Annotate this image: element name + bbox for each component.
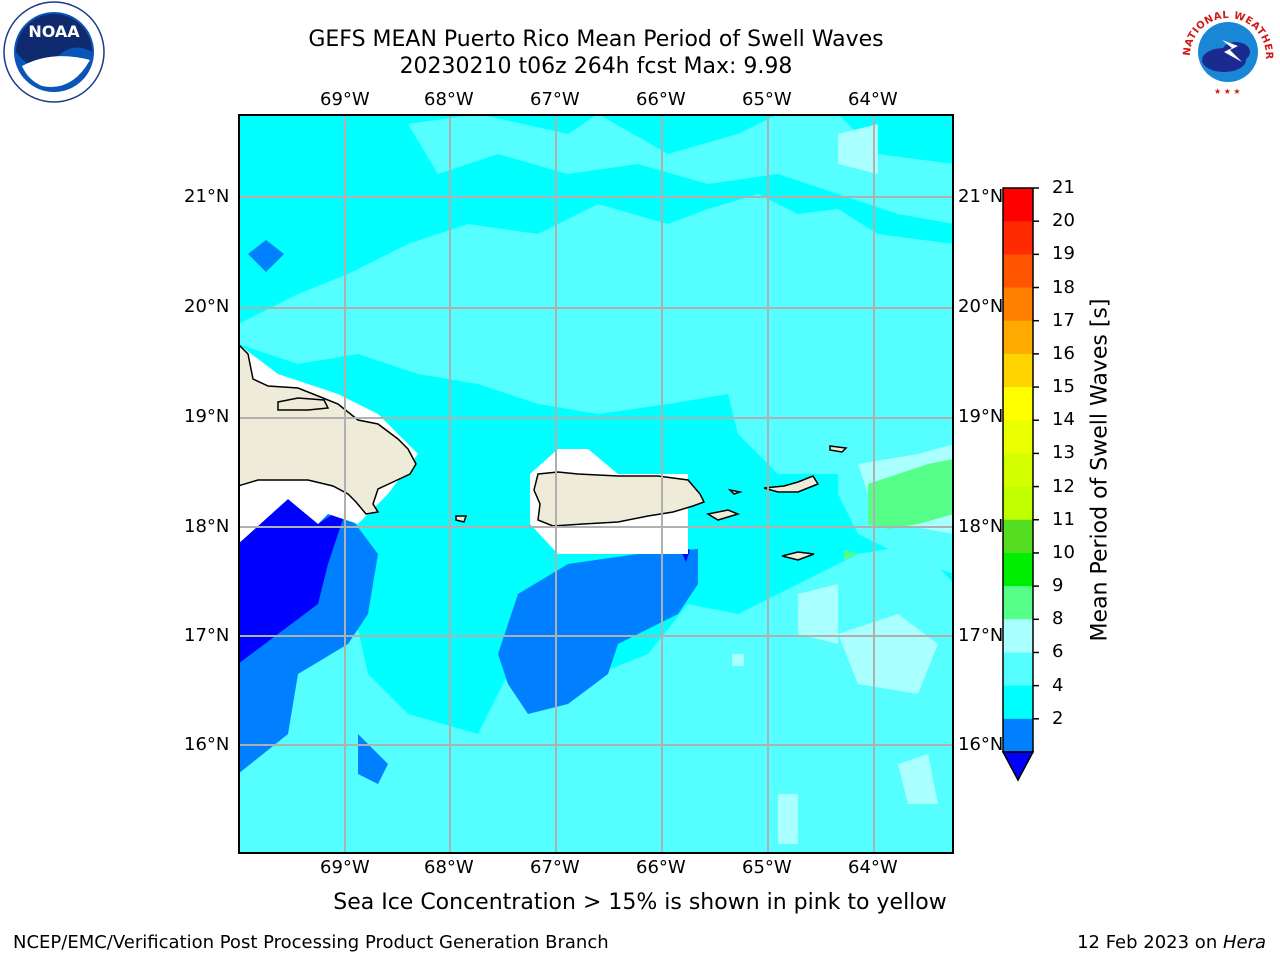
mona-island [455, 515, 468, 523]
colorbar-label: Mean Period of Swell Waves [s] [1087, 298, 1113, 642]
colorbar-tick-label: 2 [1052, 707, 1064, 729]
colorbar-tick-marks [1033, 187, 1039, 720]
swell-contours-6-8 [238, 114, 954, 854]
colorbar-cell [1003, 652, 1033, 687]
colorbar-tick-label: 10 [1052, 541, 1075, 563]
graticule [238, 114, 954, 854]
sea-ice-caption-text: Sea Ice Concentration > 15% is shown in … [333, 890, 947, 915]
lon-label-top: 69°W [320, 89, 370, 110]
colorbar-cell [1003, 718, 1033, 753]
lat-label-right: 18°N [958, 516, 1004, 537]
svg-text:★ ★ ★: ★ ★ ★ [1214, 87, 1241, 96]
colorbar-cell [1003, 353, 1033, 388]
culebra-island [727, 488, 743, 495]
hispaniola-land [238, 342, 417, 515]
lat-label-left: 16°N [184, 734, 230, 755]
sea-ice-caption: Sea Ice Concentration > 15% is shown in … [0, 890, 1280, 915]
colorbar [1001, 187, 1039, 782]
colorbar-tick-label: 12 [1052, 475, 1075, 497]
colorbar-extend-arrow [1001, 751, 1035, 782]
colorbar-cell [1003, 519, 1033, 554]
lon-label-bottom: 64°W [848, 857, 898, 878]
colorbar-tick-label: 11 [1052, 508, 1075, 530]
colorbar-tick-label: 4 [1052, 674, 1064, 696]
colorbar-cell [1003, 619, 1033, 653]
colorbar-cell [1003, 685, 1033, 720]
colorbar-tick-label: 9 [1052, 575, 1064, 597]
lat-label-left: 21°N [184, 186, 230, 207]
map-subtitle: 20230210 t06z 264h fcst Max: 9.98 [399, 54, 793, 79]
virgin-islands [763, 475, 820, 493]
lat-label-left: 17°N [184, 625, 230, 646]
footer-date-text: 12 Feb 2023 on [1077, 932, 1223, 953]
swell-contours-9-10 [844, 459, 954, 560]
colorbar-cell [1003, 221, 1033, 255]
lon-label-top: 64°W [848, 89, 898, 110]
colorbar-cell [1003, 420, 1033, 454]
colorbar-tick-label: 6 [1052, 641, 1064, 663]
colorbar-tick-label: 19 [1052, 243, 1075, 265]
anegada-island [829, 445, 848, 453]
lat-label-left: 19°N [184, 406, 230, 427]
colorbar-tick-label: 18 [1052, 276, 1075, 298]
lat-label-right: 16°N [958, 734, 1004, 755]
noaa-logo-text: NOAA [28, 22, 80, 41]
lon-label-bottom: 67°W [530, 857, 580, 878]
lon-label-bottom: 69°W [320, 857, 370, 878]
colorbar-cell [1003, 320, 1033, 355]
colorbar-tick-label: 21 [1052, 177, 1075, 198]
colorbar-cell [1003, 254, 1033, 289]
nws-logo: NATIONAL WEATHER SERVICE ★ ★ ★ [1176, 0, 1274, 98]
colorbar-tick-label: 15 [1052, 376, 1075, 398]
map-title: GEFS MEAN Puerto Rico Mean Period of Swe… [308, 27, 884, 52]
lon-label-bottom: 65°W [742, 857, 792, 878]
lat-label-left: 18°N [184, 516, 230, 537]
vieques-island [705, 509, 741, 521]
colorbar-cell [1003, 453, 1033, 488]
colorbar-tick-label: 17 [1052, 309, 1075, 331]
lon-label-bottom: 66°W [636, 857, 686, 878]
lon-label-top: 67°W [530, 89, 580, 110]
lat-label-right: 21°N [958, 186, 1004, 207]
colorbar-cell [1003, 486, 1033, 521]
colorbar-cells [1003, 188, 1033, 753]
footer-host: Hera [1222, 932, 1266, 953]
lat-label-right: 17°N [958, 625, 1004, 646]
colorbar-cell [1003, 387, 1033, 421]
colorbar-cell [1003, 586, 1033, 620]
lat-label-right: 20°N [958, 296, 1004, 317]
colorbar-tick-label: 16 [1052, 342, 1075, 364]
lat-label-left: 20°N [184, 296, 230, 317]
colorbar-frame [1002, 187, 1034, 753]
st-croix-island [781, 551, 815, 561]
colorbar-cell [1003, 287, 1033, 322]
map-frame [238, 114, 954, 854]
colorbar-tick-label: 20 [1052, 210, 1075, 232]
noaa-logo: NOAA [3, 1, 105, 103]
tortuga-island [277, 397, 330, 411]
footer-date: 12 Feb 2023 on Hera [1077, 932, 1266, 953]
colorbar-tick-label: 14 [1052, 409, 1075, 431]
swell-period-map [238, 114, 954, 854]
lon-label-top: 65°W [742, 89, 792, 110]
lon-label-top: 68°W [424, 89, 474, 110]
lon-label-top: 66°W [636, 89, 686, 110]
lat-label-right: 19°N [958, 406, 1004, 427]
colorbar-tick-label: 8 [1052, 608, 1064, 630]
colorbar-cell [1003, 188, 1033, 222]
footer-credit: NCEP/EMC/Verification Post Processing Pr… [13, 932, 609, 953]
colorbar-tick-label: 13 [1052, 442, 1075, 464]
lon-label-bottom: 68°W [424, 857, 474, 878]
colorbar-cell [1003, 552, 1033, 587]
